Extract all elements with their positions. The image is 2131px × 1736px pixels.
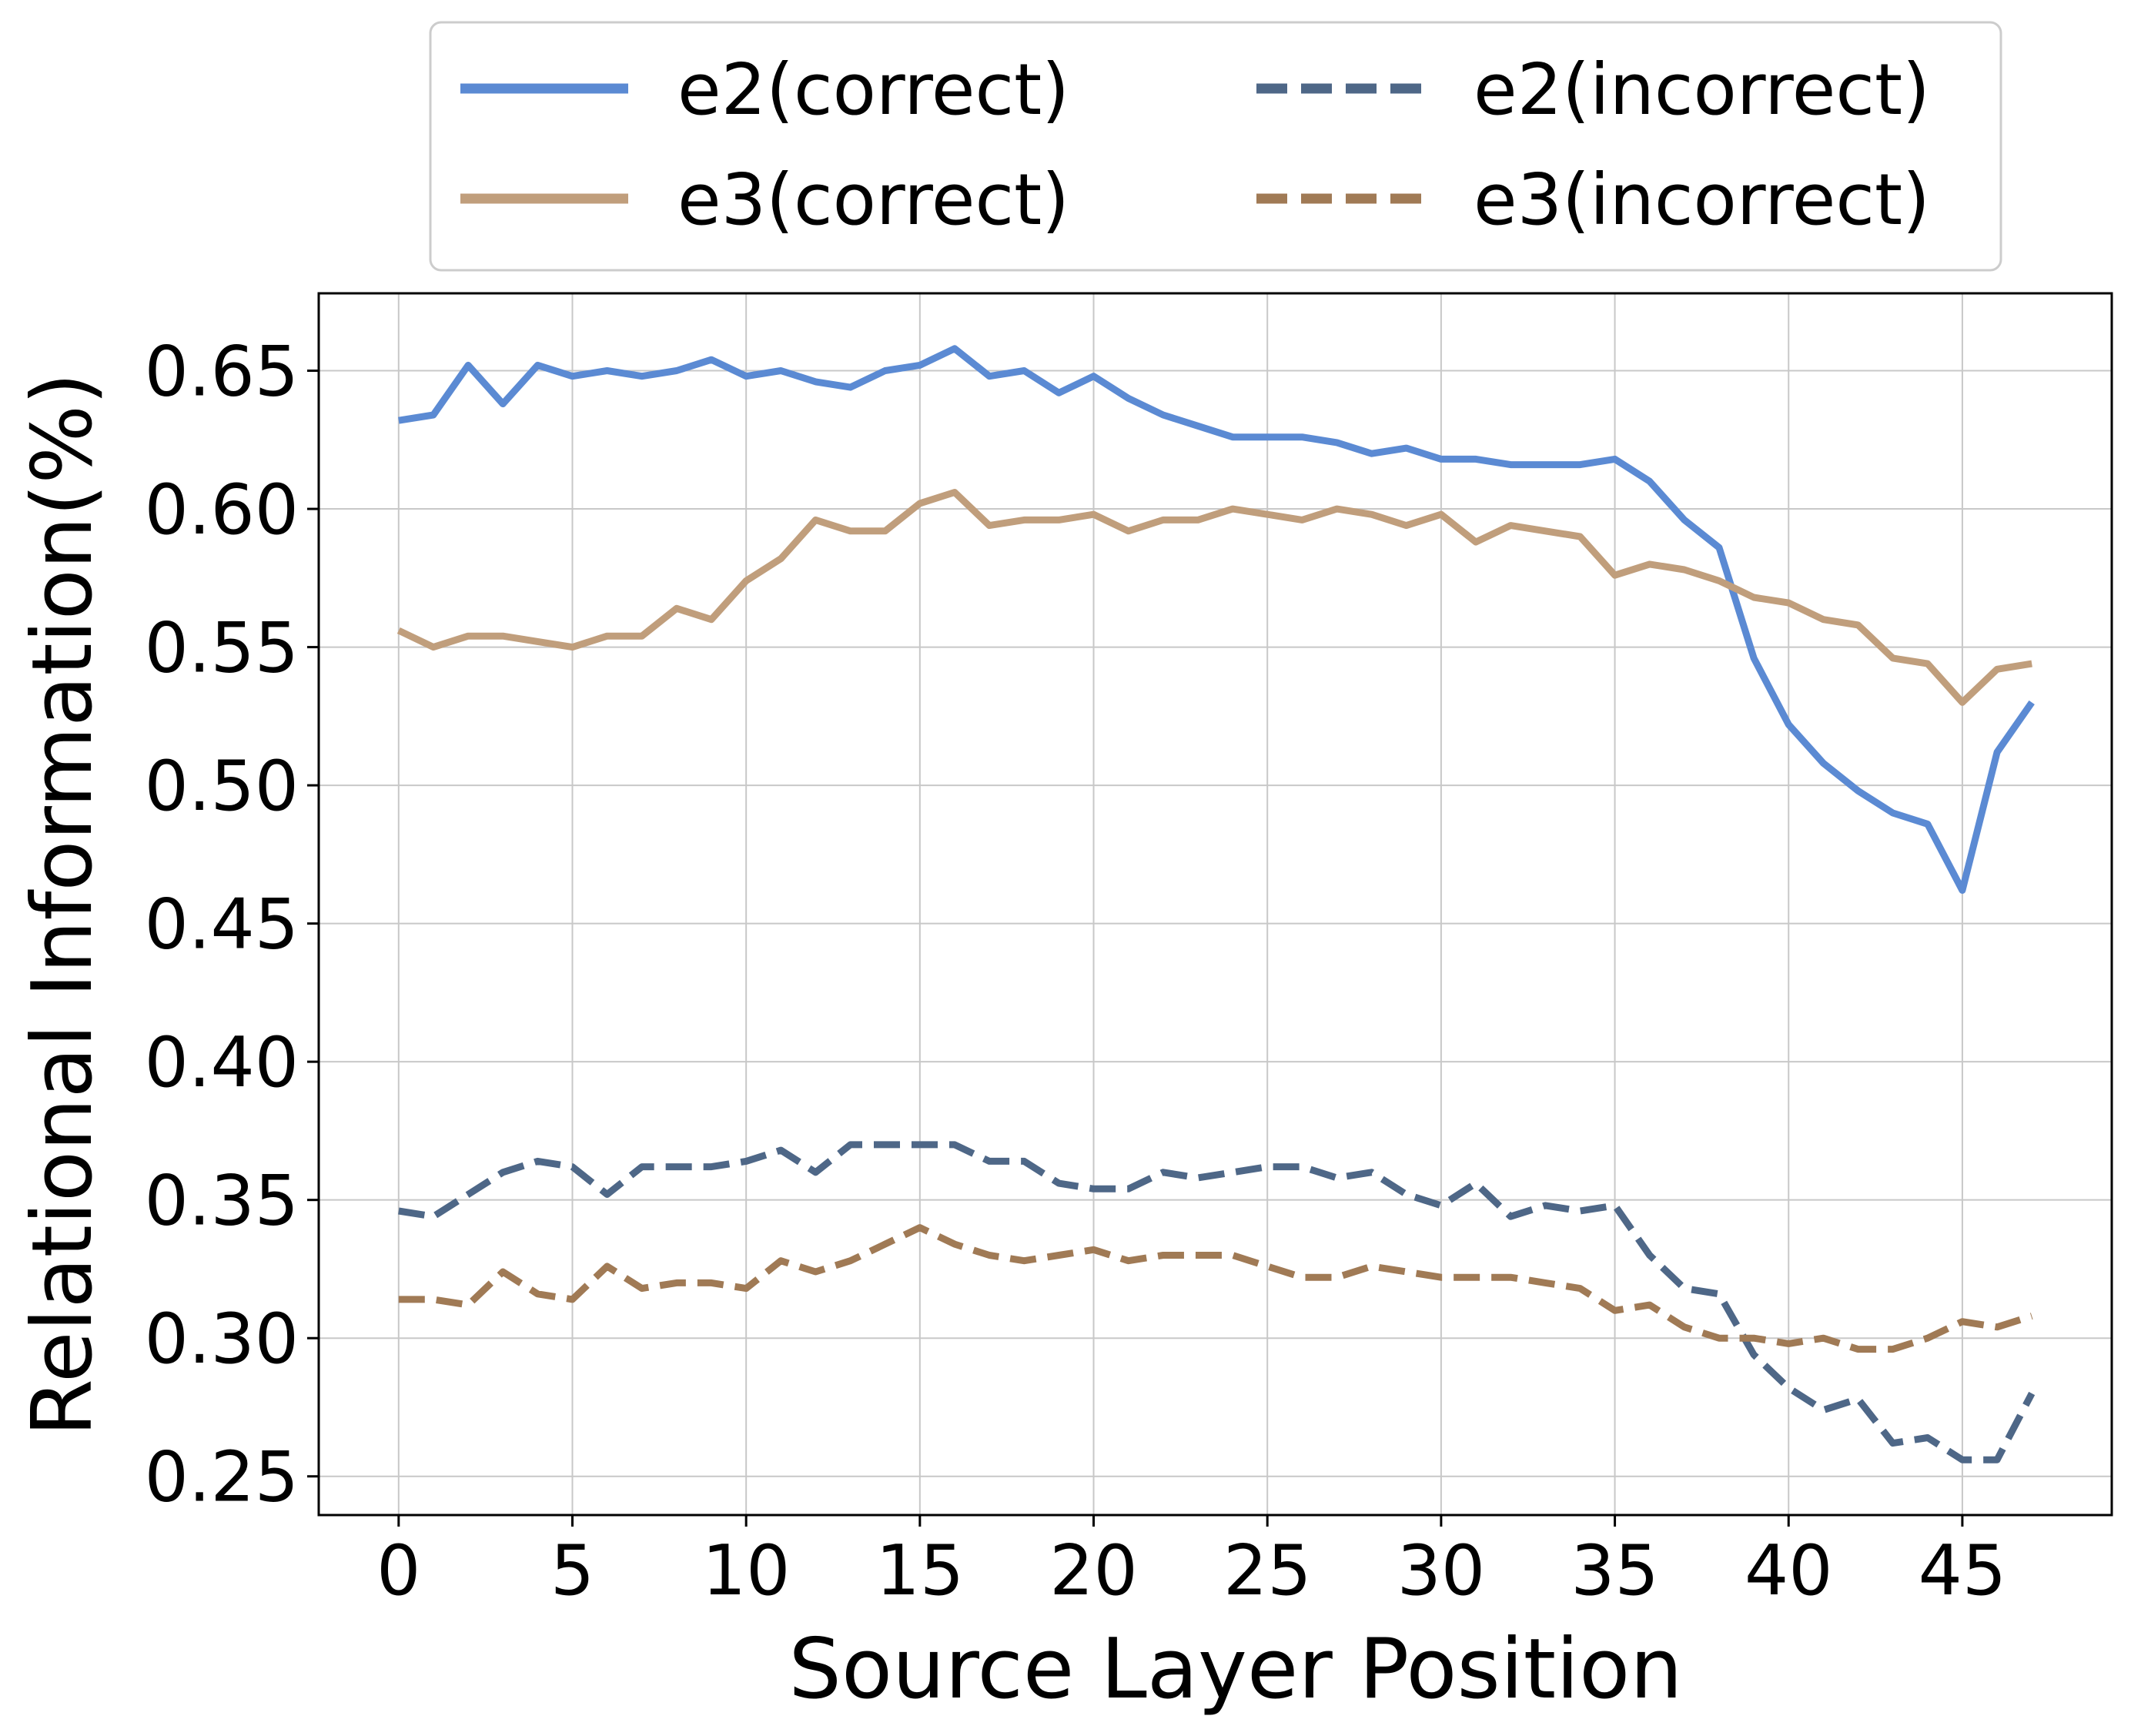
x-tick-label: 25 [1223,1530,1312,1611]
x-tick-label: 5 [550,1530,594,1611]
legend-label: e2(correct) [677,49,1069,131]
grid-lines [319,293,2112,1515]
x-tick-label: 45 [1919,1530,2007,1611]
x-tick-label: 40 [1745,1530,1833,1611]
y-tick-label: 0.40 [145,1022,299,1103]
series-line-e3-incorrect [398,1224,2033,1353]
x-tick-label: 30 [1397,1530,1486,1611]
legend-label: e2(incorrect) [1474,49,1930,131]
x-tick-label: 20 [1049,1530,1138,1611]
y-tick-label: 0.45 [145,885,299,965]
x-axis-label: Source Layer Position [788,1621,1682,1718]
legend-box [429,21,2002,272]
x-tick-label: 0 [376,1530,420,1611]
y-tick-label: 0.25 [145,1437,299,1518]
x-tick-label: 10 [702,1530,791,1611]
plot-area-frame [317,292,2113,1517]
y-axis-ticks: 0.25 0.30 0.35 0.40 0.45 0.50 0.55 0.60 0.65 [145,332,319,1518]
y-tick-label: 0.30 [145,1299,299,1380]
x-axis-ticks: 0 5 10 15 20 25 30 35 40 45 [376,1515,2006,1611]
legend: e2(correct) e3(correct) e2(incorrect) e3(in… [429,21,2002,272]
legend-label: e3(correct) [677,159,1069,241]
x-tick-label: 15 [876,1530,965,1611]
y-axis-label: Relational Information(%) [15,373,111,1437]
x-tick-label: 35 [1571,1530,1659,1611]
y-tick-label: 0.35 [145,1161,299,1242]
y-tick-label: 0.65 [145,332,299,413]
legend-label: e3(incorrect) [1474,159,1930,241]
series-line-e3-correct [396,489,2032,706]
series-line-e2-correct [398,345,2035,894]
series-lines [396,345,2036,1463]
y-tick-label: 0.60 [145,470,299,550]
y-tick-label: 0.50 [145,746,299,827]
series-line-e2-incorrect [398,1141,2036,1463]
y-tick-label: 0.55 [145,608,299,689]
